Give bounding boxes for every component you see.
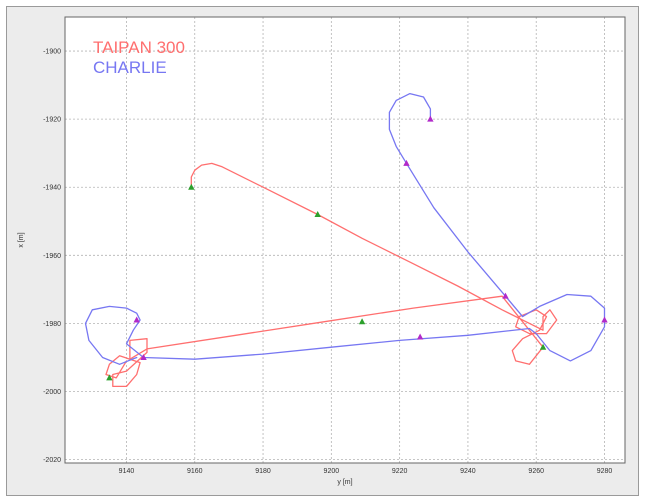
x-tick-label: 9260: [528, 468, 544, 475]
y-tick-label: -1900: [43, 49, 61, 56]
direction-marker: [416, 333, 424, 340]
x-tick-label: 9240: [460, 468, 476, 475]
x-tick-label: 9220: [392, 468, 408, 475]
series-line-1: [84, 92, 606, 365]
legend: TAIPAN 300 CHARLIE: [93, 38, 185, 77]
y-tick-label: -2020: [43, 457, 61, 464]
direction-marker: [358, 318, 366, 325]
direction-marker: [403, 159, 410, 166]
y-tick-label: -1920: [43, 117, 61, 124]
grid: [65, 17, 625, 463]
direction-marker: [133, 316, 140, 323]
x-tick-label: 9180: [255, 468, 271, 475]
direction-marker: [188, 183, 195, 190]
plot-frame: [64, 16, 626, 464]
figure-window: 9140 9160 9180 9200 9220 9240 9260 9280 -1900 -19…: [6, 6, 639, 496]
legend-entry-taipan-300: TAIPAN 300: [93, 38, 185, 57]
direction-marker: [427, 115, 434, 122]
plot-area: [65, 17, 625, 463]
direction-marker: [140, 353, 147, 360]
trajectory-chart: 9140 9160 9180 9200 9220 9240 9260 9280 -1900 -19…: [18, 16, 626, 486]
direction-marker: [314, 210, 321, 217]
direction-marker: [539, 343, 547, 350]
series-line-0: [105, 162, 558, 388]
direction-marker: [502, 292, 509, 299]
x-tick-label: 9140: [119, 468, 135, 475]
y-tick-label: -2000: [43, 389, 61, 396]
tick-labels: 9140 9160 9180 9200 9220 9240 9260 9280 -1900 -19…: [43, 49, 612, 475]
legend-entry-charlie: CHARLIE: [93, 58, 167, 77]
y-tick-label: -1980: [43, 321, 61, 328]
y-axis-label: x [m]: [18, 232, 25, 247]
direction-marker: [601, 316, 608, 323]
y-tick-label: -1960: [43, 253, 61, 260]
direction-marker: [106, 374, 113, 381]
x-tick-label: 9200: [324, 468, 340, 475]
y-tick-label: -1940: [43, 185, 61, 192]
x-tick-label: 9280: [597, 468, 613, 475]
x-axis-label: y [m]: [337, 479, 352, 486]
series-layer: [84, 92, 608, 388]
x-tick-label: 9160: [187, 468, 203, 475]
